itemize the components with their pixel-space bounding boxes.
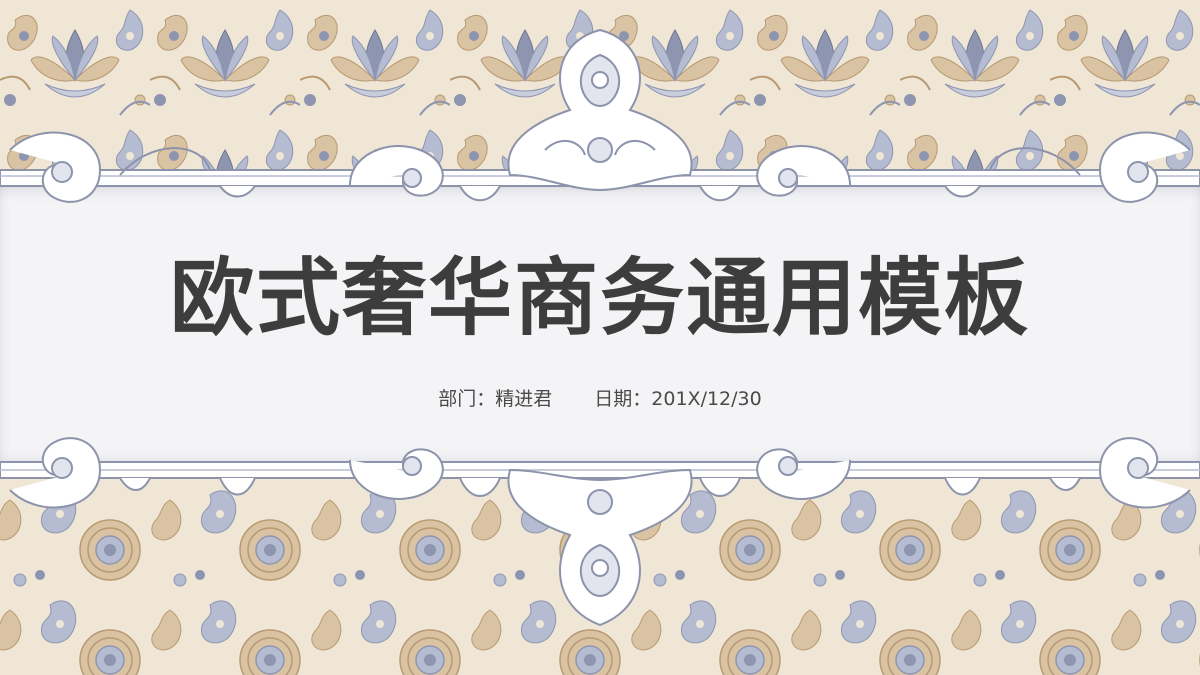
- department-label: 部门：精进君: [438, 388, 553, 410]
- lace-ornament-top: [0, 28, 1200, 203]
- lace-ornament-bottom: [0, 437, 1200, 627]
- slide-title: 欧式奢华商务通用模板: [169, 249, 1030, 347]
- title-panel: [0, 180, 1200, 472]
- slide-meta: 部门：精进君 日期：201X/12/30: [0, 386, 1200, 412]
- date-label: 日期：201X/12/30: [594, 388, 762, 410]
